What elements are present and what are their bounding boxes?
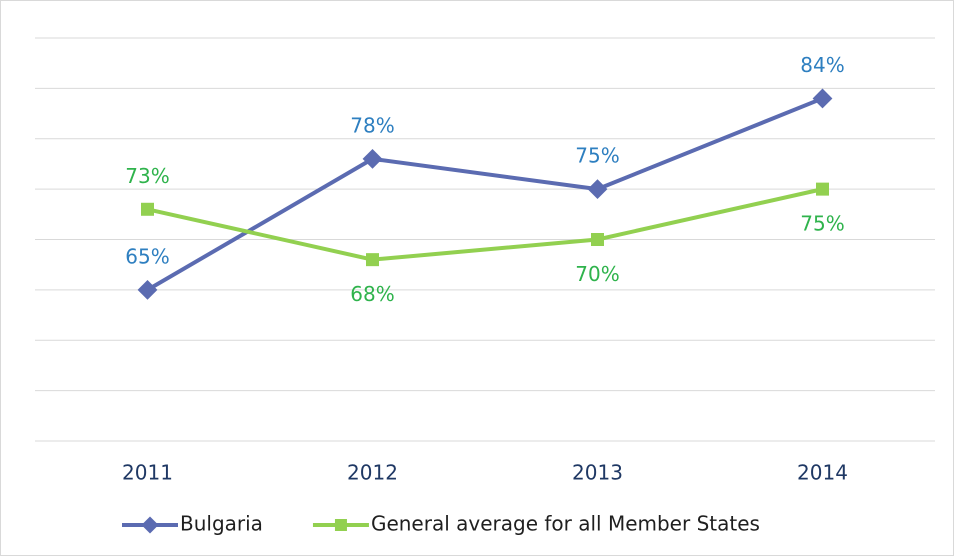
legend-marker — [334, 519, 347, 531]
x-tick-label: 2012 — [347, 461, 398, 485]
data-label: 78% — [350, 113, 394, 137]
x-tick-label: 2011 — [122, 461, 173, 485]
series-line — [147, 187, 823, 262]
marker — [366, 253, 379, 267]
legend-marker — [141, 516, 159, 534]
x-tick-label: 2013 — [572, 461, 623, 485]
marker — [816, 182, 829, 196]
legend-label: General average for all Member States — [371, 512, 760, 536]
data-label: 84% — [800, 53, 844, 77]
data-label: 68% — [350, 282, 394, 306]
marker — [137, 279, 158, 300]
marker — [362, 149, 383, 169]
marker — [141, 202, 154, 216]
data-label: 70% — [575, 262, 619, 286]
data-label: 65% — [125, 244, 169, 268]
legend-label: Bulgaria — [180, 512, 263, 536]
series-line — [146, 96, 824, 292]
data-label: 75% — [800, 212, 844, 236]
x-tick-label: 2014 — [797, 461, 848, 485]
marker — [591, 233, 604, 246]
data-label: 75% — [575, 144, 619, 168]
data-label: 73% — [125, 164, 169, 188]
